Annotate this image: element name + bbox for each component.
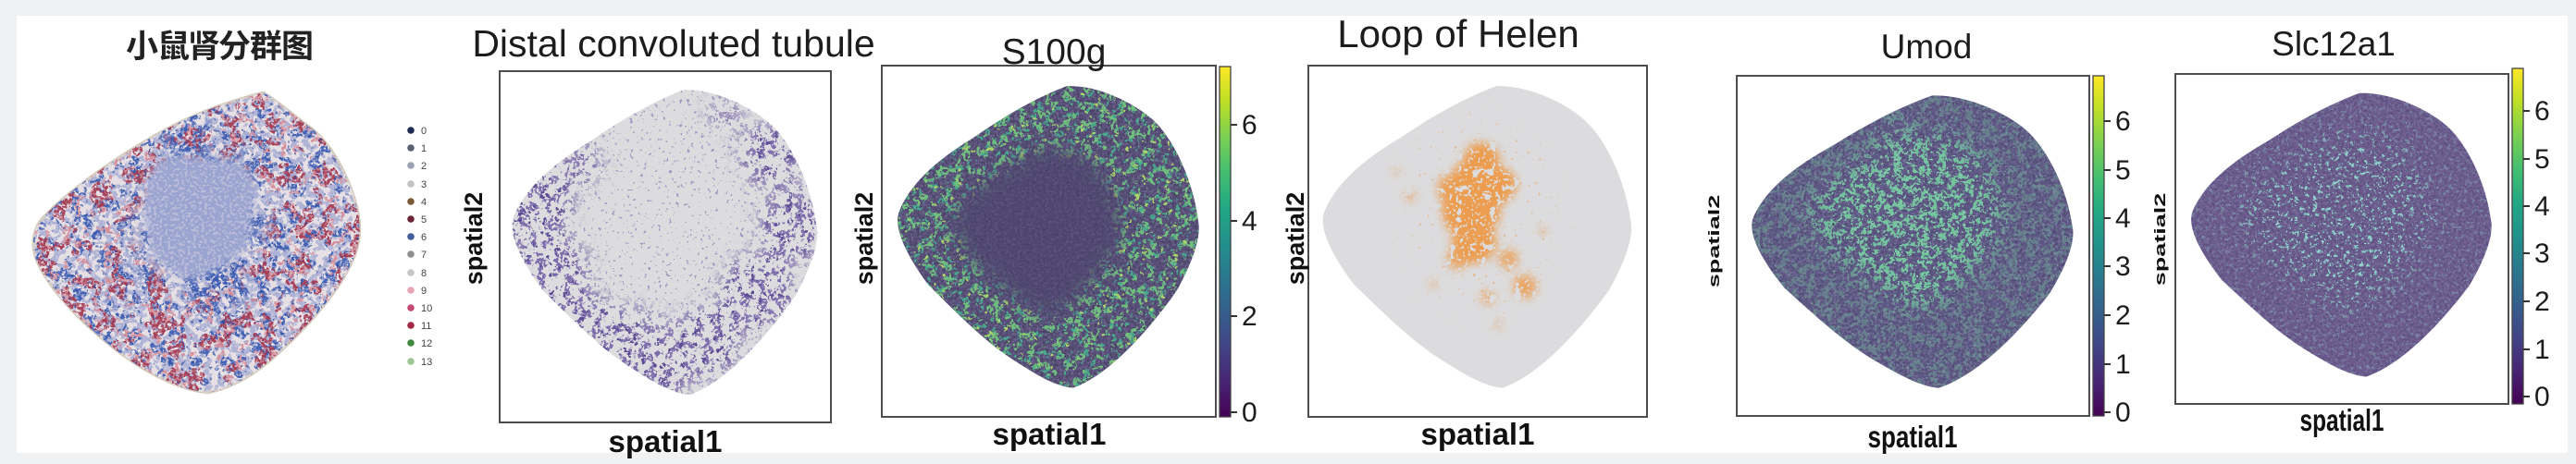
svg-text:spatial1: spatial1 bbox=[1421, 417, 1535, 451]
svg-text:6: 6 bbox=[421, 232, 427, 243]
svg-text:11: 11 bbox=[421, 321, 431, 332]
svg-text:13: 13 bbox=[421, 357, 432, 368]
svg-text:2: 2 bbox=[1242, 301, 1257, 332]
svg-text:3: 3 bbox=[2534, 238, 2550, 269]
svg-text:Umod: Umod bbox=[1881, 28, 1973, 66]
svg-text:7: 7 bbox=[421, 250, 427, 261]
svg-text:spatial2: spatial2 bbox=[1705, 195, 1723, 288]
svg-text:spatial2: spatial2 bbox=[2151, 193, 2169, 287]
svg-text:12: 12 bbox=[421, 338, 432, 349]
svg-text:6: 6 bbox=[1242, 110, 1257, 140]
svg-text:spatial1: spatial1 bbox=[993, 417, 1107, 451]
svg-text:10: 10 bbox=[421, 303, 432, 314]
svg-text:4: 4 bbox=[421, 197, 427, 208]
svg-text:5: 5 bbox=[421, 214, 427, 226]
svg-text:6: 6 bbox=[2115, 106, 2131, 137]
svg-text:spatial2: spatial2 bbox=[850, 192, 878, 286]
svg-text:1: 1 bbox=[2115, 349, 2131, 380]
svg-text:4: 4 bbox=[2115, 203, 2131, 234]
svg-text:8: 8 bbox=[421, 268, 427, 279]
svg-text:5: 5 bbox=[2534, 144, 2550, 175]
svg-text:5: 5 bbox=[2115, 155, 2131, 186]
svg-text:0: 0 bbox=[2115, 397, 2131, 428]
svg-text:1: 1 bbox=[2534, 335, 2550, 365]
svg-text:spatial1: spatial1 bbox=[2300, 405, 2384, 438]
svg-text:spatial2: spatial2 bbox=[460, 192, 488, 286]
svg-text:spatial1: spatial1 bbox=[1867, 421, 1957, 455]
svg-text:S100g: S100g bbox=[1002, 32, 1107, 72]
svg-text:spatial2: spatial2 bbox=[1282, 192, 1309, 286]
svg-text:2: 2 bbox=[2534, 287, 2550, 317]
svg-text:2: 2 bbox=[421, 161, 427, 172]
svg-text:Loop of Helen: Loop of Helen bbox=[1337, 12, 1579, 55]
svg-text:4: 4 bbox=[2534, 191, 2550, 222]
svg-text:2: 2 bbox=[2115, 300, 2131, 331]
svg-text:0: 0 bbox=[1242, 397, 1257, 428]
svg-text:0: 0 bbox=[2534, 382, 2550, 412]
svg-text:6: 6 bbox=[2534, 96, 2550, 127]
svg-text:1: 1 bbox=[421, 143, 427, 154]
svg-text:3: 3 bbox=[421, 179, 427, 190]
svg-text:spatial1: spatial1 bbox=[609, 424, 723, 458]
svg-text:3: 3 bbox=[2115, 251, 2131, 282]
svg-text:9: 9 bbox=[421, 286, 427, 297]
svg-text:Slc12a1: Slc12a1 bbox=[2272, 25, 2396, 63]
svg-text:4: 4 bbox=[1242, 206, 1257, 237]
svg-text:0: 0 bbox=[421, 126, 427, 137]
svg-text:Distal convoluted tubule: Distal convoluted tubule bbox=[472, 22, 874, 65]
